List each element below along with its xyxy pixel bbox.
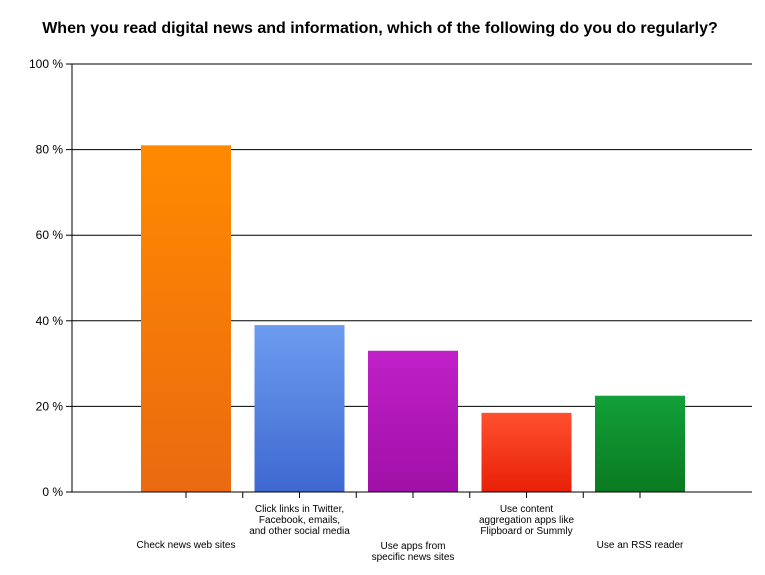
y-tick-label: 20 % xyxy=(36,399,64,413)
y-tick-label: 80 % xyxy=(36,143,64,157)
bars xyxy=(141,145,685,492)
bar-5 xyxy=(595,395,685,492)
y-tick-label: 60 % xyxy=(36,228,64,242)
bar-3 xyxy=(368,350,458,492)
axes xyxy=(66,63,752,498)
bar-4 xyxy=(481,412,572,492)
category-label: Click links in Twitter, Facebook, emails,… xyxy=(249,504,350,537)
category-label: Use apps from specific news sites xyxy=(372,541,455,563)
category-label: Check news web sites xyxy=(137,540,236,551)
category-label: Use an RSS reader xyxy=(597,540,684,551)
bar-1 xyxy=(141,145,231,492)
y-tick-label: 100 % xyxy=(29,57,63,71)
labels: 0 % 20 % 40 % 60 % 80 % 100 % Check news web s… xyxy=(29,57,684,563)
bar-2 xyxy=(254,325,345,492)
y-tick-label: 0 % xyxy=(42,485,63,499)
category-label: Use content aggregation apps like Flipboar… xyxy=(479,504,575,537)
y-tick-label: 40 % xyxy=(36,314,64,328)
chart-title: When you read digital news and informati… xyxy=(42,20,718,37)
